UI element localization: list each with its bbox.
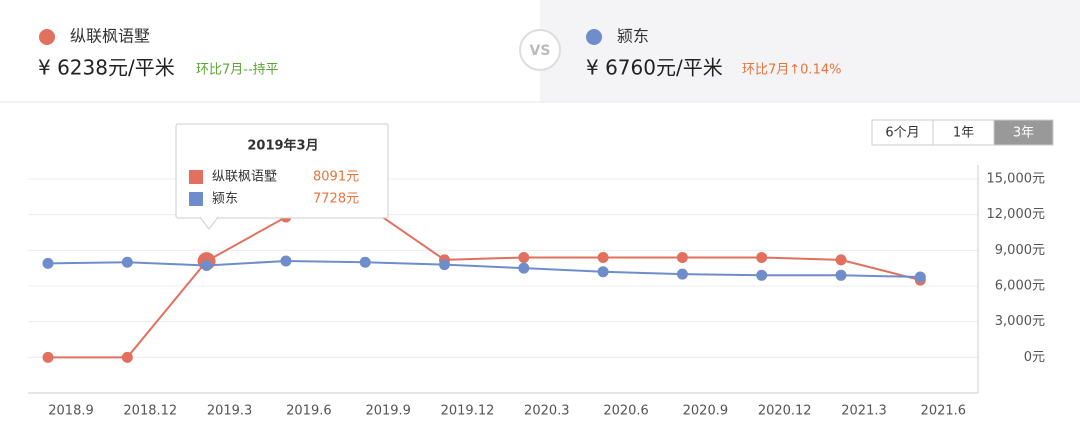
range-button[interactable] [993,119,1054,146]
y-tick-label: 3,000元 [995,314,1045,329]
tooltip-arrow [199,216,219,230]
range-button[interactable] [871,119,934,146]
data-point [42,351,54,363]
data-point [835,269,847,281]
data-point [756,269,768,281]
x-tick-label: 2019.9 [365,404,411,419]
range-button-label: 6个月 [885,126,919,141]
x-tick-label: 2019.3 [207,404,253,419]
price: ¥ 6238元/平米 [38,56,175,80]
series-line [48,204,921,359]
data-point [676,268,688,280]
tooltip-name: 颍东 [212,192,238,207]
legend-name: 纵联枫语墅 [70,27,150,46]
x-tick-label: 2021.6 [921,404,967,419]
x-tick-label: 2018.12 [123,404,177,419]
data-point [439,259,450,271]
x-tick-label: 2020.9 [683,404,729,419]
change: 环比7月↑0.14% [742,63,841,78]
range-button-label: 1年 [953,126,974,141]
price: ¥ 6760元/平米 [586,56,723,80]
x-tick-label: 2020.12 [758,404,812,419]
range-button-label: 3年 [1013,126,1034,141]
tooltip-value: 7728元 [313,192,359,207]
vs-text: VS [530,43,551,59]
data-point [518,251,530,263]
data-point [676,251,688,263]
data-point [280,255,292,267]
x-tick-label: 2020.6 [603,404,649,419]
tooltip-swatch [189,192,203,206]
data-point [201,259,213,271]
data-point [518,262,530,274]
x-tick-label: 2020.3 [524,404,570,419]
legend-dot [39,29,55,45]
data-point [121,351,133,363]
data-point [756,251,768,263]
y-tick-label: 9,000元 [995,243,1045,258]
series-line [47,260,921,278]
data-point [42,257,54,269]
x-tick-label: 2019.12 [441,404,495,419]
tooltip-swatch [189,170,203,184]
data-point [597,251,609,263]
tooltip-box [175,123,389,219]
legend-name: 颍东 [617,27,649,46]
data-point [914,271,926,283]
data-point [597,266,609,278]
tooltip-name: 纵联枫语墅 [212,170,277,185]
legend-dot [586,29,602,45]
y-tick-label: 12,000元 [987,207,1046,222]
y-tick-label: 0元 [1024,350,1045,365]
y-tick-label: 15,000元 [987,172,1046,187]
x-tick-label: 2019.6 [286,404,332,419]
tooltip-value: 8091元 [313,170,359,185]
data-point [359,256,371,268]
data-point [121,256,133,268]
right-panel [540,0,1080,102]
change: 环比7月--持平 [196,63,279,78]
vs-badge [519,29,561,71]
tooltip-title: 2019年3月 [247,138,318,154]
range-button[interactable] [932,119,995,146]
data-point [835,254,847,266]
y-tick-label: 6,000元 [995,279,1045,294]
x-tick-label: 2021.3 [841,404,887,419]
x-tick-label: 2018.9 [48,404,94,419]
